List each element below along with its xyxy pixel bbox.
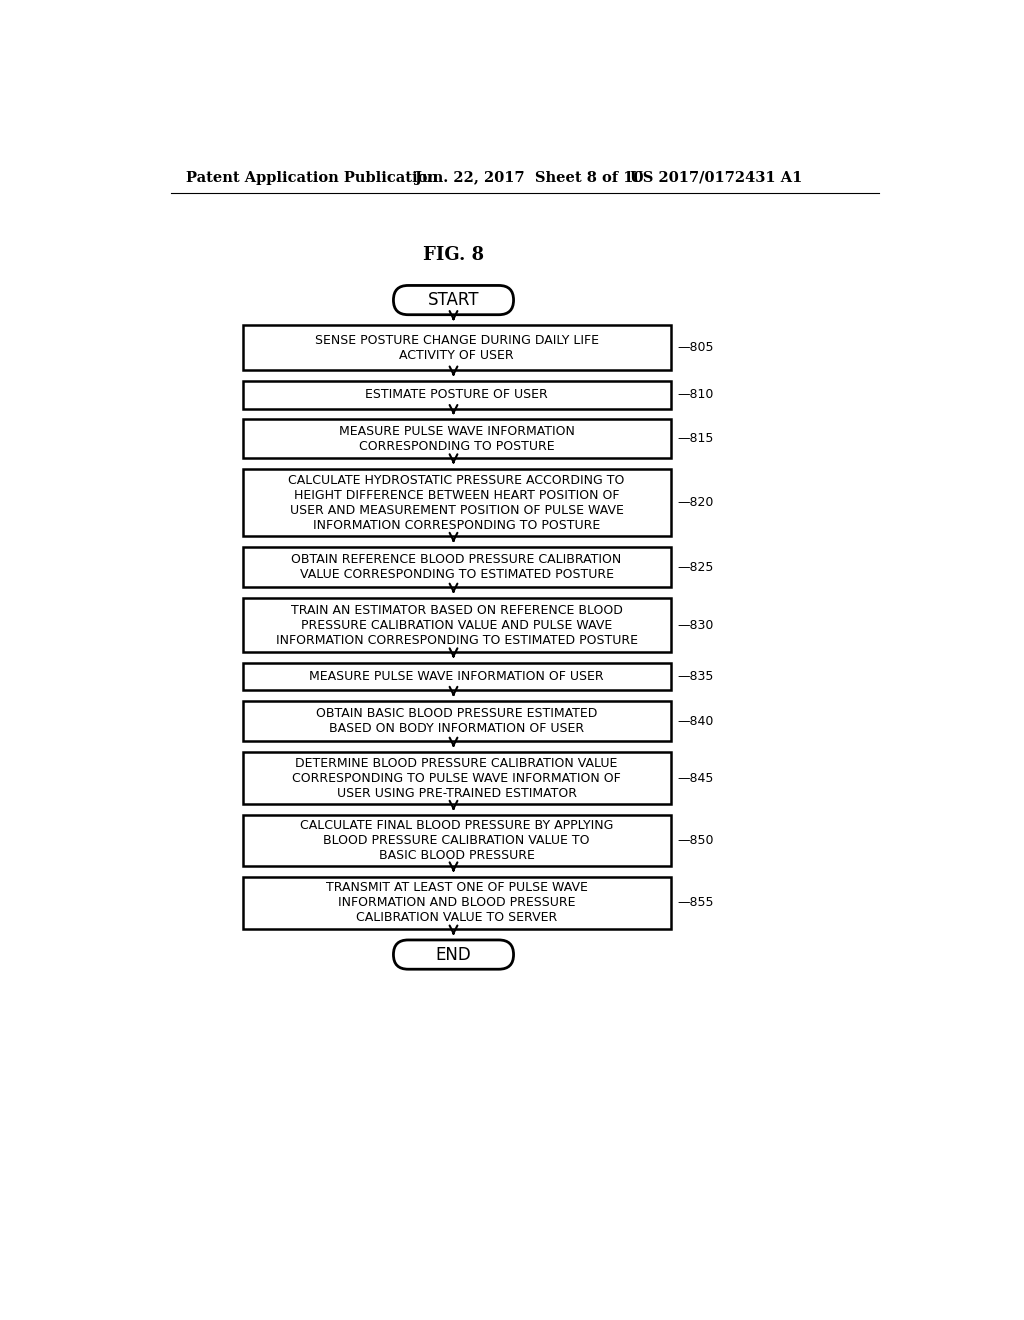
FancyBboxPatch shape — [243, 326, 671, 370]
Text: CALCULATE FINAL BLOOD PRESSURE BY APPLYING
BLOOD PRESSURE CALIBRATION VALUE TO
B: CALCULATE FINAL BLOOD PRESSURE BY APPLYI… — [300, 820, 613, 862]
Text: MEASURE PULSE WAVE INFORMATION
CORRESPONDING TO POSTURE: MEASURE PULSE WAVE INFORMATION CORRESPON… — [339, 425, 574, 453]
Text: —825: —825 — [678, 561, 714, 574]
Text: END: END — [435, 945, 471, 964]
Text: —810: —810 — [678, 388, 714, 401]
Text: START: START — [428, 292, 479, 309]
FancyBboxPatch shape — [243, 663, 671, 690]
FancyBboxPatch shape — [243, 381, 671, 409]
Text: —820: —820 — [678, 496, 714, 510]
Text: FIG. 8: FIG. 8 — [423, 246, 484, 264]
Text: SENSE POSTURE CHANGE DURING DAILY LIFE
ACTIVITY OF USER: SENSE POSTURE CHANGE DURING DAILY LIFE A… — [314, 334, 599, 362]
FancyBboxPatch shape — [243, 701, 671, 742]
Text: ESTIMATE POSTURE OF USER: ESTIMATE POSTURE OF USER — [366, 388, 548, 401]
Text: Jun. 22, 2017  Sheet 8 of 10: Jun. 22, 2017 Sheet 8 of 10 — [415, 170, 643, 185]
Text: TRANSMIT AT LEAST ONE OF PULSE WAVE
INFORMATION AND BLOOD PRESSURE
CALIBRATION V: TRANSMIT AT LEAST ONE OF PULSE WAVE INFO… — [326, 882, 588, 924]
Text: —815: —815 — [678, 432, 714, 445]
FancyBboxPatch shape — [243, 752, 671, 804]
Text: —835: —835 — [678, 671, 714, 684]
Text: —805: —805 — [678, 342, 714, 354]
Text: CALCULATE HYDROSTATIC PRESSURE ACCORDING TO
HEIGHT DIFFERENCE BETWEEN HEART POSI: CALCULATE HYDROSTATIC PRESSURE ACCORDING… — [289, 474, 625, 532]
Text: OBTAIN REFERENCE BLOOD PRESSURE CALIBRATION
VALUE CORRESPONDING TO ESTIMATED POS: OBTAIN REFERENCE BLOOD PRESSURE CALIBRAT… — [292, 553, 622, 581]
Text: —840: —840 — [678, 714, 714, 727]
Text: TRAIN AN ESTIMATOR BASED ON REFERENCE BLOOD
PRESSURE CALIBRATION VALUE AND PULSE: TRAIN AN ESTIMATOR BASED ON REFERENCE BL… — [275, 603, 638, 647]
FancyBboxPatch shape — [243, 469, 671, 536]
FancyBboxPatch shape — [393, 940, 514, 969]
FancyBboxPatch shape — [243, 876, 671, 929]
Text: —855: —855 — [678, 896, 714, 909]
Text: MEASURE PULSE WAVE INFORMATION OF USER: MEASURE PULSE WAVE INFORMATION OF USER — [309, 671, 604, 684]
Text: Patent Application Publication: Patent Application Publication — [186, 170, 438, 185]
FancyBboxPatch shape — [393, 285, 514, 314]
FancyBboxPatch shape — [243, 816, 671, 866]
FancyBboxPatch shape — [243, 548, 671, 587]
Text: —845: —845 — [678, 772, 714, 785]
FancyBboxPatch shape — [243, 598, 671, 652]
FancyBboxPatch shape — [243, 420, 671, 458]
Text: DETERMINE BLOOD PRESSURE CALIBRATION VALUE
CORRESPONDING TO PULSE WAVE INFORMATI: DETERMINE BLOOD PRESSURE CALIBRATION VAL… — [292, 756, 621, 800]
Text: OBTAIN BASIC BLOOD PRESSURE ESTIMATED
BASED ON BODY INFORMATION OF USER: OBTAIN BASIC BLOOD PRESSURE ESTIMATED BA… — [316, 708, 597, 735]
Text: —850: —850 — [678, 834, 714, 847]
Text: US 2017/0172431 A1: US 2017/0172431 A1 — [630, 170, 803, 185]
Text: —830: —830 — [678, 619, 714, 631]
